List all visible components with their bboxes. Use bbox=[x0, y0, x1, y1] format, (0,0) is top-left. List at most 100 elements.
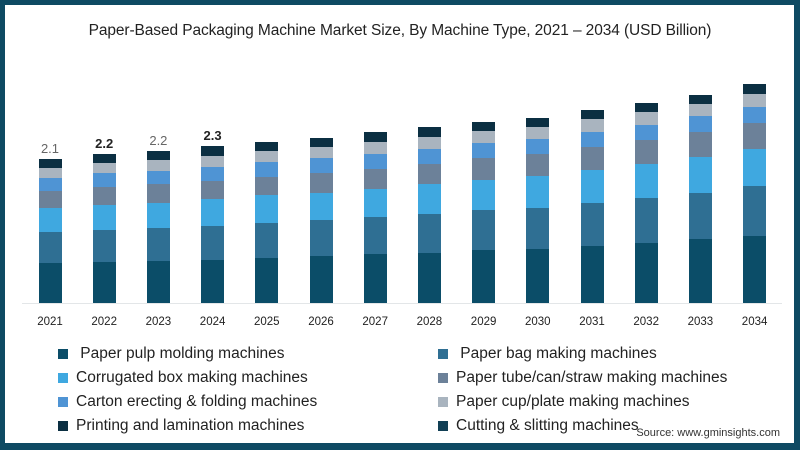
bar-segment bbox=[38, 232, 62, 264]
bar-segment bbox=[472, 250, 496, 303]
bar-segment bbox=[472, 158, 496, 180]
bar-2029 bbox=[472, 121, 496, 303]
bar-segment bbox=[92, 173, 116, 188]
bar-segment bbox=[688, 156, 712, 193]
x-tick-label: 2024 bbox=[199, 316, 226, 328]
source-note: Source: www.gminsights.com bbox=[636, 427, 780, 439]
bar-segment bbox=[146, 159, 170, 171]
bar-segment bbox=[255, 176, 279, 196]
legend-item: Paper bag making machines bbox=[438, 342, 727, 366]
bar-segment bbox=[38, 167, 62, 179]
x-tick-label: 2026 bbox=[308, 316, 334, 328]
bar-segment bbox=[580, 147, 604, 171]
legend-swatch-icon bbox=[438, 373, 448, 383]
bar-segment bbox=[363, 188, 387, 217]
bar-segment bbox=[255, 195, 279, 223]
bar-segment bbox=[92, 229, 116, 262]
bar-segment bbox=[743, 148, 767, 186]
bar-segment bbox=[634, 102, 658, 113]
bar-segment bbox=[363, 153, 387, 169]
bar-2025 bbox=[255, 141, 279, 303]
bar-segment bbox=[526, 127, 550, 140]
legend-item: Printing and lamination machines bbox=[58, 414, 317, 438]
bar-segment bbox=[201, 259, 225, 303]
bar-segment bbox=[363, 168, 387, 189]
bar-segment bbox=[688, 239, 712, 303]
legend-item: Corrugated box making machines bbox=[58, 366, 317, 390]
value-label: 2.2 bbox=[149, 132, 168, 148]
legend-label: Paper tube/can/straw making machines bbox=[456, 369, 728, 386]
bar-segment bbox=[38, 263, 62, 303]
x-tick-label: 2033 bbox=[687, 316, 714, 328]
bar-segment bbox=[417, 184, 441, 214]
bar-segment bbox=[146, 261, 170, 303]
bar-segment bbox=[309, 137, 333, 148]
bar-2024 bbox=[201, 145, 225, 303]
bar-2027 bbox=[363, 132, 387, 303]
bar-segment bbox=[417, 252, 441, 303]
bar-segment bbox=[201, 199, 225, 226]
x-tick-label: 2025 bbox=[254, 316, 280, 328]
bar-segment bbox=[688, 192, 712, 240]
bar-segment bbox=[363, 132, 387, 142]
bar-segment bbox=[255, 222, 279, 258]
bar-segment bbox=[526, 117, 550, 128]
bar-segment bbox=[743, 106, 767, 123]
legend-label: Paper pulp molding machines bbox=[76, 345, 285, 362]
bar-2031 bbox=[580, 109, 604, 303]
x-tick-label: 2030 bbox=[525, 316, 551, 328]
bar-segment bbox=[201, 225, 225, 260]
bar-segment bbox=[472, 131, 496, 144]
legend-swatch-icon bbox=[58, 349, 68, 359]
bar-segment bbox=[146, 150, 170, 160]
bar-segment bbox=[146, 228, 170, 262]
bar-segment bbox=[309, 173, 333, 193]
bar-2023 bbox=[146, 150, 170, 303]
legend-item: Paper cup/plate making machines bbox=[438, 390, 727, 414]
legend-swatch-icon bbox=[438, 397, 448, 407]
bar-segment bbox=[743, 122, 767, 149]
bar-segment bbox=[309, 255, 333, 303]
bar-segment bbox=[255, 162, 279, 177]
legend-swatch-icon bbox=[58, 397, 68, 407]
bar-segment bbox=[634, 163, 658, 198]
bar-segment bbox=[580, 170, 604, 203]
bar-segment bbox=[363, 141, 387, 154]
bar-segment bbox=[580, 119, 604, 132]
bar-segment bbox=[309, 158, 333, 174]
value-label: 2.3 bbox=[203, 127, 222, 143]
bar-segment bbox=[417, 163, 441, 185]
bar-segment bbox=[743, 235, 767, 303]
x-tick-label: 2021 bbox=[37, 316, 63, 328]
bar-2028 bbox=[417, 127, 441, 303]
bar-2022 bbox=[92, 154, 116, 303]
legend-item: Cutting & slitting machines bbox=[438, 414, 727, 438]
value-label: 2.1 bbox=[40, 140, 60, 156]
plot-area: 2021 2.1 2022 2.2 2023 2.2 2024 2.3 2025 2026 2027… bbox=[22, 83, 782, 328]
legend-label: Carton erecting & folding machines bbox=[76, 393, 318, 410]
bar-segment bbox=[472, 210, 496, 251]
bar-segment bbox=[634, 112, 658, 125]
bar-segment bbox=[472, 179, 496, 211]
bar-segment bbox=[526, 248, 550, 303]
bar-segment bbox=[688, 116, 712, 133]
legend-swatch-icon bbox=[58, 421, 68, 431]
bar-segment bbox=[309, 147, 333, 159]
bar-segment bbox=[526, 176, 550, 208]
bar-segment bbox=[688, 132, 712, 157]
bar-2033 bbox=[688, 94, 712, 303]
bar-segment bbox=[146, 170, 170, 185]
bar-segment bbox=[201, 145, 225, 156]
bar-segment bbox=[526, 139, 550, 155]
x-tick-label: 2023 bbox=[145, 316, 172, 328]
bar-segment bbox=[634, 124, 658, 141]
bar-segment bbox=[255, 151, 279, 163]
bar-segment bbox=[146, 184, 170, 203]
bar-2030 bbox=[526, 117, 550, 303]
bar-segment bbox=[309, 192, 333, 220]
bar-segment bbox=[688, 94, 712, 105]
bar-segment bbox=[580, 246, 604, 303]
bar-segment bbox=[255, 141, 279, 152]
legend-label: Cutting & slitting machines bbox=[456, 417, 639, 434]
bar-segment bbox=[92, 154, 116, 164]
